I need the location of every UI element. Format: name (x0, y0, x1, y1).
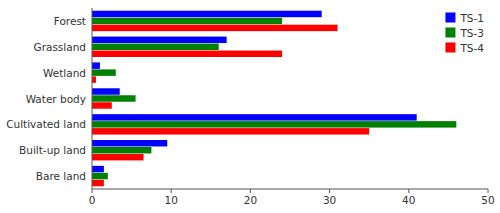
bar (92, 51, 282, 57)
y-tick-label: Cultivated land (6, 118, 86, 130)
bar (92, 25, 338, 31)
bar (92, 128, 369, 134)
bar (92, 44, 219, 50)
bar (92, 11, 322, 17)
bar (92, 102, 112, 108)
y-tick-label: Water body (26, 93, 86, 105)
bar (92, 140, 167, 146)
x-tick-label: 40 (402, 194, 415, 206)
bar (92, 154, 143, 160)
bar (92, 18, 282, 24)
x-tick (408, 189, 409, 193)
x-tick-label: 50 (481, 194, 494, 206)
bar (92, 114, 417, 120)
bars (92, 11, 456, 187)
y-tick-label: Forest (54, 15, 86, 27)
legend-swatch (445, 43, 455, 53)
x-tick (92, 189, 93, 193)
legend-swatch (445, 13, 455, 23)
y-tick-label: Wetland (43, 67, 86, 79)
y-tick-label: Grassland (34, 41, 87, 53)
bar (92, 76, 96, 82)
bar (92, 173, 108, 179)
y-axis-line (92, 8, 93, 189)
legend-label: TS-4 (459, 42, 484, 54)
bar (92, 147, 151, 153)
x-tick (171, 189, 172, 193)
x-tick-label: 0 (89, 194, 96, 206)
x-tick (250, 189, 251, 193)
x-axis-line (92, 189, 488, 190)
y-tick-label: Bare land (36, 170, 86, 182)
legend-label: TS-1 (459, 12, 484, 24)
bar (92, 95, 136, 101)
chart-container: 0 10 20 30 40 50 Bare land Built-up land Cultiva… (0, 0, 500, 213)
bar (92, 37, 227, 43)
bar (92, 121, 456, 127)
x-tick-label: 10 (165, 194, 178, 206)
bar (92, 180, 104, 186)
legend-label: TS-3 (459, 27, 484, 39)
bar (92, 166, 104, 172)
x-tick-label: 20 (244, 194, 257, 206)
x-tick-label: 30 (323, 194, 336, 206)
legend: TS-1 TS-3 TS-4 (445, 12, 484, 54)
y-tick-label: Built-up land (19, 144, 86, 156)
chart-svg: 0 10 20 30 40 50 Bare land Built-up land Cultiva… (0, 0, 500, 213)
x-tick (329, 189, 330, 193)
bar (92, 69, 116, 75)
bar (92, 62, 100, 68)
legend-swatch (445, 28, 455, 38)
bar (92, 88, 120, 94)
x-tick (488, 189, 489, 193)
